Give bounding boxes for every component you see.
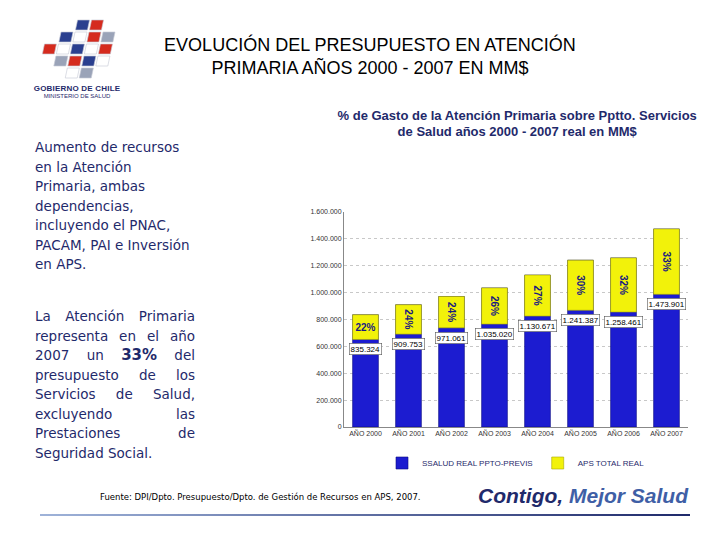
svg-text:AÑO 2006: AÑO 2006 xyxy=(607,429,640,437)
svg-text:AÑO 2007: AÑO 2007 xyxy=(650,429,683,437)
svg-text:APS TOTAL REAL: APS TOTAL REAL xyxy=(578,459,645,468)
svg-text:33%: 33% xyxy=(661,252,672,272)
svg-text:1.258.461: 1.258.461 xyxy=(606,318,642,327)
svg-text:971.061: 971.061 xyxy=(437,334,466,343)
svg-text:AÑO 2002: AÑO 2002 xyxy=(435,429,468,437)
svg-text:30%: 30% xyxy=(575,275,586,295)
svg-text:1.400.000: 1.400.000 xyxy=(310,235,341,242)
svg-text:600.000: 600.000 xyxy=(316,343,341,350)
svg-text:1.600.000: 1.600.000 xyxy=(310,208,341,215)
svg-text:1.200.000: 1.200.000 xyxy=(310,262,341,269)
html-text:La Atención Primaria represent: La Atención Primaria representa en el añ… xyxy=(35,308,195,461)
svg-text:26%: 26% xyxy=(489,296,500,316)
svg-text:AÑO 2005: AÑO 2005 xyxy=(564,429,597,437)
svg-text:SSALUD REAL PPTO-PREVIS: SSALUD REAL PPTO-PREVIS xyxy=(422,459,533,468)
svg-text:27%: 27% xyxy=(532,286,543,306)
svg-text:24%: 24% xyxy=(403,309,414,329)
html-text:GOBIERNO DE CHILE: GOBIERNO DE CHILE xyxy=(33,84,121,93)
svg-text:0: 0 xyxy=(338,423,342,430)
html-text:PRIMARIA AÑOS 2000 - 2007 EN M: PRIMARIA AÑOS 2000 - 2007 EN MM$ xyxy=(211,58,529,78)
svg-text:AÑO 2000: AÑO 2000 xyxy=(349,429,382,437)
svg-text:AÑO 2003: AÑO 2003 xyxy=(478,429,511,437)
svg-text:835.324: 835.324 xyxy=(351,345,380,354)
html-text:MINISTERIO DE SALUD: MINISTERIO DE SALUD xyxy=(43,93,111,99)
svg-text:1.130.671: 1.130.671 xyxy=(520,322,556,331)
svg-text:AÑO 2001: AÑO 2001 xyxy=(392,429,425,437)
html-text:Fuente: DPI/Dpto. Presupuesto/: Fuente: DPI/Dpto. Presupuesto/Dpto. de G… xyxy=(100,492,421,502)
svg-text:909.753: 909.753 xyxy=(394,340,423,349)
svg-text:AÑO 2004: AÑO 2004 xyxy=(521,429,554,437)
svg-text:200.000: 200.000 xyxy=(316,397,341,404)
svg-text:22%: 22% xyxy=(355,322,375,333)
svg-text:% de Gasto de la Atención Prim: % de Gasto de la Atención Primaria sobre… xyxy=(338,108,697,140)
svg-text:1.000.000: 1.000.000 xyxy=(310,289,341,296)
svg-text:400.000: 400.000 xyxy=(316,370,341,377)
html-text:Aumento de recursos en la Aten: Aumento de recursos en la Atención Prima… xyxy=(35,139,190,272)
svg-text:24%: 24% xyxy=(446,302,457,322)
html-text:Contigo, Mejor Salud: Contigo, Mejor Salud xyxy=(478,484,688,507)
html-text:EVOLUCIÓN DEL PRESUPUESTO EN A: EVOLUCIÓN DEL PRESUPUESTO EN ATENCIÓN xyxy=(164,35,576,55)
svg-text:800.000: 800.000 xyxy=(316,316,341,323)
svg-text:32%: 32% xyxy=(618,275,629,295)
svg-text:1.241.387: 1.241.387 xyxy=(563,316,599,325)
svg-text:1.035.020: 1.035.020 xyxy=(477,330,513,339)
svg-text:1.473.901: 1.473.901 xyxy=(649,300,685,309)
